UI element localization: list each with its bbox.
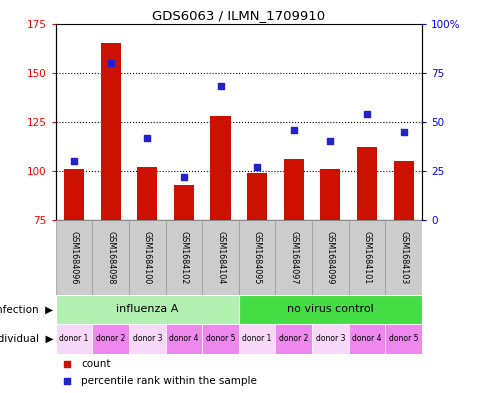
Bar xyxy=(319,169,340,220)
Bar xyxy=(239,220,275,295)
Bar xyxy=(283,159,303,220)
Bar xyxy=(202,220,239,295)
Text: influenza A: influenza A xyxy=(116,305,178,314)
Point xyxy=(399,129,407,135)
Text: donor 5: donor 5 xyxy=(388,334,418,343)
Text: infection  ▶: infection ▶ xyxy=(0,305,53,314)
Bar xyxy=(202,324,239,354)
Text: percentile rank within the sample: percentile rank within the sample xyxy=(81,376,257,386)
Text: GSM1684096: GSM1684096 xyxy=(69,231,78,284)
Bar xyxy=(64,169,84,220)
Bar xyxy=(393,161,413,220)
Text: donor 4: donor 4 xyxy=(169,334,198,343)
Point xyxy=(106,60,114,66)
Text: donor 1: donor 1 xyxy=(242,334,272,343)
Bar xyxy=(166,220,202,295)
Point xyxy=(63,360,71,367)
Bar xyxy=(129,324,166,354)
Text: count: count xyxy=(81,358,111,369)
Bar xyxy=(275,324,312,354)
Bar xyxy=(356,147,377,220)
Bar xyxy=(239,295,421,324)
Point xyxy=(216,83,224,90)
Bar xyxy=(275,220,312,295)
Text: GSM1684102: GSM1684102 xyxy=(179,231,188,284)
Point xyxy=(289,127,297,133)
Point xyxy=(63,378,71,384)
Bar xyxy=(348,220,384,295)
Text: donor 3: donor 3 xyxy=(315,334,345,343)
Bar xyxy=(384,324,421,354)
Text: donor 5: donor 5 xyxy=(205,334,235,343)
Text: donor 1: donor 1 xyxy=(59,334,89,343)
Bar xyxy=(173,185,194,220)
Point xyxy=(326,138,333,145)
Text: GSM1684099: GSM1684099 xyxy=(325,231,334,284)
Bar xyxy=(92,220,129,295)
Text: donor 3: donor 3 xyxy=(132,334,162,343)
Title: GDS6063 / ILMN_1709910: GDS6063 / ILMN_1709910 xyxy=(152,9,325,22)
Bar xyxy=(100,43,121,220)
Point xyxy=(180,174,187,180)
Text: GSM1684101: GSM1684101 xyxy=(362,231,371,284)
Bar xyxy=(384,220,421,295)
Bar xyxy=(312,324,348,354)
Bar xyxy=(239,324,275,354)
Bar xyxy=(129,220,166,295)
Point xyxy=(143,134,151,141)
Point xyxy=(363,111,370,117)
Text: donor 2: donor 2 xyxy=(96,334,125,343)
Text: donor 2: donor 2 xyxy=(278,334,308,343)
Text: GSM1684104: GSM1684104 xyxy=(215,231,225,284)
Text: GSM1684098: GSM1684098 xyxy=(106,231,115,284)
Text: GSM1684103: GSM1684103 xyxy=(398,231,408,284)
Bar xyxy=(246,173,267,220)
Bar xyxy=(137,167,157,220)
Text: GSM1684100: GSM1684100 xyxy=(142,231,151,284)
Bar xyxy=(56,295,239,324)
Text: individual  ▶: individual ▶ xyxy=(0,334,53,344)
Text: donor 4: donor 4 xyxy=(351,334,381,343)
Bar xyxy=(56,220,92,295)
Point xyxy=(253,164,260,170)
Bar xyxy=(56,324,92,354)
Bar xyxy=(166,324,202,354)
Bar xyxy=(92,324,129,354)
Text: no virus control: no virus control xyxy=(287,305,373,314)
Bar xyxy=(348,324,384,354)
Point xyxy=(70,158,78,164)
Bar xyxy=(210,116,230,220)
Text: GSM1684095: GSM1684095 xyxy=(252,231,261,284)
Bar xyxy=(312,220,348,295)
Text: GSM1684097: GSM1684097 xyxy=(288,231,298,284)
